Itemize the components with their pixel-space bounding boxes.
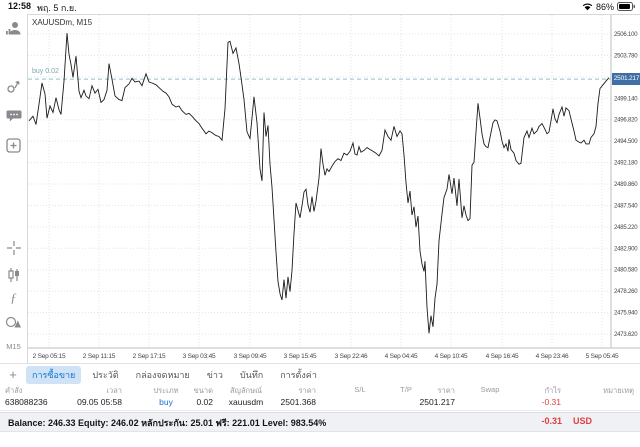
cell-order: 638088236 — [5, 397, 48, 407]
y-axis-tick: 2503.780 — [614, 53, 638, 59]
cell-type: buy — [159, 397, 173, 407]
tab-1[interactable]: ประวัติ — [92, 369, 119, 380]
profit-currency: USD — [572, 416, 592, 426]
x-axis-tick: 2 Sep 17:15 — [133, 353, 166, 360]
chart-symbol-label: XAUUSDm, M15 — [32, 18, 93, 27]
y-axis-tick: 2499.140 — [614, 96, 638, 102]
y-axis-tick: 2480.580 — [614, 268, 638, 274]
x-axis-tick: 5 Sep 05:45 — [586, 353, 619, 360]
current-price-box: 2501.217 — [612, 73, 640, 86]
clock: 12:58 — [8, 1, 32, 11]
battery-icon — [617, 0, 635, 16]
status-date: พฤ. 5 ก.ย. — [37, 3, 77, 13]
x-axis-tick: 4 Sep 16:45 — [486, 353, 519, 360]
column-header-sl[interactable]: S/L — [354, 385, 366, 394]
column-header-profit[interactable]: กำไร — [544, 386, 561, 395]
x-axis-tick: 3 Sep 03:45 — [183, 353, 216, 360]
profit-value: -0.31 — [541, 416, 562, 426]
y-axis-tick: 2478.260 — [614, 289, 638, 295]
y-axis-tick: 2489.860 — [614, 182, 638, 188]
column-header-comment[interactable]: หมายเหตุ — [603, 386, 634, 395]
price-chart[interactable]: 2506.100 2503.780 2499.140 2496.820 2494.500… — [27, 14, 640, 363]
tab-0[interactable]: การซื้อขาย — [26, 365, 82, 384]
tab-3[interactable]: ข่าว — [206, 369, 223, 380]
cell-profit: -0.31 — [541, 397, 561, 407]
positions-table-header: คำสั่ง เวลา ประเภท ขนาด สัญลักษณ์ ราคา S/L T/P ร… — [0, 385, 640, 396]
wifi-icon — [582, 0, 593, 16]
y-axis-tick: 2492.180 — [614, 161, 638, 167]
column-header-price_current[interactable]: ราคา — [437, 386, 455, 395]
floating-profit: -0.31 USD — [541, 416, 592, 426]
tab-5[interactable]: การตั้งค่า — [280, 369, 317, 380]
add-button[interactable]: + — [9, 366, 17, 382]
y-axis-tick: 2485.220 — [614, 225, 638, 231]
chart-plot[interactable]: 2506.100 2503.780 2499.140 2496.820 2494.500… — [28, 15, 640, 364]
cell-symbol: xauusdm — [228, 397, 264, 407]
y-axis-tick: 2487.540 — [614, 203, 638, 209]
account-bar: Balance: 246.33 Equity: 246.02 หลักประกั… — [0, 412, 640, 432]
tab-2[interactable]: กล่องจดหมาย — [135, 369, 190, 380]
x-axis-tick: 2 Sep 11:15 — [83, 353, 116, 360]
account-summary: Balance: 246.33 Equity: 246.02 หลักประกั… — [8, 418, 327, 428]
y-axis-tick: 2482.900 — [614, 246, 638, 252]
x-axis-tick: 3 Sep 09:45 — [234, 353, 267, 360]
y-axis-tick: 2473.620 — [614, 332, 638, 338]
sidebar: ƒ M15 — [0, 14, 27, 363]
account-icon[interactable] — [0, 20, 27, 38]
cell-time: 09.05 05:58 — [77, 397, 122, 407]
y-axis-tick: 2496.820 — [614, 118, 638, 124]
cell-price_open: 2501.368 — [280, 397, 316, 407]
new-order-icon[interactable] — [0, 138, 27, 153]
positions-table-row[interactable]: 638088236 09.05 05:58 buy 0.02 xauusdm 2501.3… — [0, 396, 640, 411]
column-header-swap[interactable]: Swap — [480, 385, 500, 394]
x-axis-tick: 4 Sep 10:45 — [435, 353, 468, 360]
tab-4[interactable]: บันทึก — [239, 369, 264, 380]
price-line — [28, 33, 610, 334]
cell-volume: 0.02 — [196, 397, 213, 407]
y-axis-tick: 2475.940 — [614, 311, 638, 317]
cell-price_current: 2501.217 — [419, 397, 455, 407]
column-header-tp[interactable]: T/P — [400, 385, 412, 394]
indicator-icon[interactable]: ƒ — [10, 290, 17, 305]
column-header-price_open[interactable]: ราคา — [298, 386, 316, 395]
alerts-icon[interactable] — [0, 78, 27, 94]
status-bar: 12:58 พฤ. 5 ก.ย. 86% — [0, 0, 640, 14]
timeframe-button[interactable]: M15 — [6, 342, 21, 351]
tab-bar: + การซื้อขาย ประวัติ กล่องจดหมาย ข่าว บันทึก… — [0, 363, 640, 385]
column-header-volume[interactable]: ขนาด — [193, 386, 213, 395]
candles-icon[interactable] — [0, 267, 27, 283]
y-axis-tick: 2506.100 — [614, 32, 638, 38]
column-header-order[interactable]: คำสั่ง — [5, 386, 23, 395]
column-header-symbol[interactable]: สัญลักษณ์ — [229, 386, 262, 395]
x-axis-tick: 3 Sep 22:46 — [335, 353, 368, 360]
objects-icon[interactable] — [0, 315, 27, 329]
x-axis-tick: 4 Sep 23:46 — [536, 353, 569, 360]
crosshair-icon[interactable] — [0, 240, 27, 256]
x-axis-tick: 2 Sep 05:15 — [33, 353, 66, 360]
chat-icon[interactable] — [0, 109, 27, 123]
battery-percent: 86% — [595, 2, 614, 12]
x-axis-tick: 4 Sep 04:45 — [385, 353, 418, 360]
buy-position-label: buy 0.02 — [32, 68, 59, 76]
y-axis-tick: 2494.500 — [614, 139, 638, 145]
x-axis-tick: 3 Sep 15:45 — [284, 353, 317, 360]
column-header-time[interactable]: เวลา — [106, 386, 122, 395]
column-header-type[interactable]: ประเภท — [153, 386, 179, 395]
